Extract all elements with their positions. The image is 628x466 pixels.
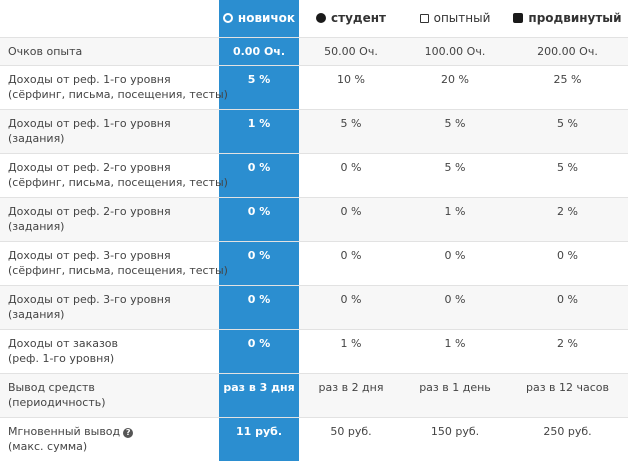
value-cell-advanced: раз в 12 часов xyxy=(507,373,628,418)
value-cell-student: 50.00 Оч. xyxy=(299,37,403,66)
row-label-subline: (периодичность) xyxy=(8,396,106,409)
level-name: продвинутый xyxy=(528,11,622,25)
value-cell-student: 10 % xyxy=(337,73,365,86)
value-cell-student: 0 % xyxy=(340,161,362,174)
value-cell-student: 50 руб. xyxy=(330,425,372,438)
table-header-row: новичок студент опытный продвинутый xyxy=(0,0,628,38)
row-label-line: Доходы от реф. 2-го уровня xyxy=(8,161,171,174)
row-label-line: Доходы от реф. 1-го уровня xyxy=(8,117,171,130)
value-cell-novice: 0 % xyxy=(219,329,299,374)
value-cell-advanced: 0 % xyxy=(557,249,578,262)
row-label: Доходы от реф. 3-го уровня (сёрфинг, пис… xyxy=(0,242,228,286)
value-cell-advanced: 0 % xyxy=(507,285,628,330)
question-circle-icon[interactable]: ? xyxy=(123,428,134,438)
value-cell-advanced: 2 % xyxy=(507,197,628,242)
value-cell-experienced: 5 % xyxy=(444,161,466,174)
row-label: Доходы от заказов (реф. 1-го уровня) xyxy=(0,330,219,374)
value-cell-student: 1 % xyxy=(340,337,362,350)
square-outline-icon xyxy=(419,13,429,23)
value-cell-advanced: 2 % xyxy=(557,337,578,350)
value-cell-novice: 11 руб. xyxy=(219,417,299,461)
square-filled-icon xyxy=(513,13,524,23)
row-label-line: Доходы от реф. 2-го уровня xyxy=(8,205,171,218)
row-label-subline: (задания) xyxy=(8,132,65,145)
circle-outline-icon xyxy=(222,13,233,23)
value-cell-novice: 0 % xyxy=(219,153,299,198)
row-label-line: Очков опыта xyxy=(8,45,83,58)
row-label: Доходы от реф. 1-го уровня (задания) xyxy=(0,109,219,154)
table-row-orders-income: Доходы от заказов (реф. 1-го уровня) 0 %… xyxy=(0,329,628,374)
value-cell-novice: 0 % xyxy=(219,197,299,242)
row-label: Доходы от реф. 3-го уровня (задания) xyxy=(0,285,219,330)
row-label: Очков опыта xyxy=(0,37,219,66)
circle-filled-icon xyxy=(316,13,327,23)
value-cell-experienced: раз в 1 день xyxy=(403,373,507,418)
level-header-student: студент xyxy=(299,0,403,38)
row-label: Мгновенный вывод? (макс. сумма) xyxy=(0,418,219,462)
row-label: Доходы от реф. 2-го уровня (сёрфинг, пис… xyxy=(0,154,228,198)
row-label: Доходы от реф. 2-го уровня (задания) xyxy=(0,197,219,242)
value-cell-novice: 0.00 Оч. xyxy=(219,37,299,66)
level-header-advanced: продвинутый xyxy=(507,0,628,38)
value-cell-novice: 0 % xyxy=(219,241,299,286)
row-label-subline: (сёрфинг, письма, посещения, тесты) xyxy=(8,176,228,189)
value-cell-experienced: 5 % xyxy=(403,109,507,154)
level-header-novice: новичок xyxy=(219,0,299,38)
table-row-ref3-surfing: Доходы от реф. 3-го уровня (сёрфинг, пис… xyxy=(0,241,628,286)
level-name: опытный xyxy=(433,11,491,26)
table-row-ref3-tasks: Доходы от реф. 3-го уровня (задания) 0 %… xyxy=(0,285,628,330)
level-name: новичок xyxy=(237,11,296,25)
value-cell-experienced: 20 % xyxy=(441,73,469,86)
row-label-subline: (задания) xyxy=(8,220,65,233)
row-label-line: Доходы от реф. 3-го уровня xyxy=(8,249,171,262)
value-cell-student: 0 % xyxy=(299,197,403,242)
value-cell-novice: 5 % xyxy=(219,65,299,110)
value-cell-advanced: 250 руб. xyxy=(543,425,592,438)
value-cell-novice: 1 % xyxy=(219,109,299,154)
row-label-line: Доходы от заказов xyxy=(8,337,119,350)
value-cell-experienced: 0 % xyxy=(403,285,507,330)
value-cell-experienced: 150 руб. xyxy=(430,425,480,438)
row-label-line: Доходы от реф. 1-го уровня xyxy=(8,73,171,86)
row-label-subline: (макс. сумма) xyxy=(8,440,88,453)
row-label-subline: (сёрфинг, письма, посещения, тесты) xyxy=(8,264,228,277)
table-row-ref2-tasks: Доходы от реф. 2-го уровня (задания) 0 %… xyxy=(0,197,628,242)
table-row-withdrawal-frequency: Вывод средств (периодичность) раз в 3 дн… xyxy=(0,373,628,418)
row-label: Вывод средств (периодичность) xyxy=(0,373,219,418)
row-label-subline: (задания) xyxy=(8,308,65,321)
value-cell-experienced: 100.00 Оч. xyxy=(403,37,507,66)
value-cell-student: 0 % xyxy=(340,249,362,262)
value-cell-novice: раз в 3 дня xyxy=(219,373,299,418)
row-label-line: Мгновенный вывод xyxy=(8,425,121,438)
value-cell-experienced: 1 % xyxy=(403,197,507,242)
row-label: Доходы от реф. 1-го уровня (сёрфинг, пис… xyxy=(0,66,228,110)
value-cell-student: раз в 2 дня xyxy=(299,373,403,418)
value-cell-advanced: 5 % xyxy=(507,109,628,154)
level-name: студент xyxy=(331,11,386,25)
row-label-subline: (сёрфинг, письма, посещения, тесты) xyxy=(8,88,228,101)
level-header-experienced: опытный xyxy=(403,0,507,38)
value-cell-advanced: 200.00 Оч. xyxy=(507,37,628,66)
value-cell-student: 5 % xyxy=(299,109,403,154)
value-cell-student: 0 % xyxy=(299,285,403,330)
table-row-experience-points: Очков опыта 0.00 Оч. 50.00 Оч. 100.00 Оч… xyxy=(0,37,628,66)
value-cell-advanced: 5 % xyxy=(557,161,578,174)
value-cell-experienced: 1 % xyxy=(444,337,466,350)
value-cell-advanced: 25 % xyxy=(553,73,582,86)
row-label-subline: (реф. 1-го уровня) xyxy=(8,352,115,365)
table-row-ref1-surfing: Доходы от реф. 1-го уровня (сёрфинг, пис… xyxy=(0,65,628,110)
row-label-line: Доходы от реф. 3-го уровня xyxy=(8,293,171,306)
value-cell-novice: 0 % xyxy=(219,285,299,330)
value-cell-experienced: 0 % xyxy=(444,249,466,262)
table-row-ref1-tasks: Доходы от реф. 1-го уровня (задания) 1 %… xyxy=(0,109,628,154)
table-row-ref2-surfing: Доходы от реф. 2-го уровня (сёрфинг, пис… xyxy=(0,153,628,198)
feature-column-header xyxy=(0,0,219,38)
table-row-instant-withdrawal: Мгновенный вывод? (макс. сумма) 11 руб. … xyxy=(0,417,628,462)
row-label-line: Вывод средств xyxy=(8,381,95,394)
